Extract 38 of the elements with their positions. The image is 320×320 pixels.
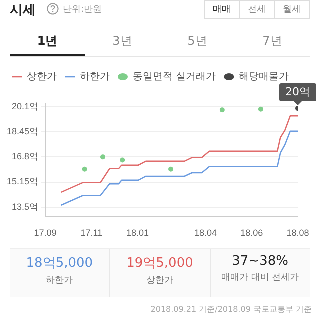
legend-label: 하한가 [80, 72, 110, 83]
legend-label: 해당매물가 [239, 72, 290, 83]
text: 상한가 [145, 275, 174, 287]
text: 2018.09.21 기준/2018.09 국토교통부 기준 [150, 304, 312, 315]
y-tick-label: 15.15억 [6, 176, 39, 187]
text: 하한가 [45, 275, 74, 287]
point [220, 108, 225, 113]
legend-label: 동일면적 실거래가 [133, 72, 216, 83]
x-tick-label: 17.11 [80, 228, 103, 238]
text: 1년 [10, 28, 85, 56]
y-tick-label: 20.1억 [12, 102, 39, 112]
x-tick-label: 17.09 [34, 228, 57, 238]
text: 5년 [186, 33, 208, 50]
y-tick-label: 18.45억 [6, 126, 39, 137]
chart-subtitle: 단위:만원 [63, 4, 102, 16]
point [82, 166, 88, 172]
point [168, 166, 174, 172]
point [100, 154, 106, 160]
legend-label: 상한가 [27, 72, 57, 83]
text: 월세 [274, 0, 310, 19]
x-tick-label: 18.01 [126, 228, 150, 238]
text: 7년 [262, 33, 284, 50]
text: 전세 [239, 0, 275, 19]
category-label: 18억5,000 [25, 255, 94, 272]
x-tick-label: 18.08 [286, 228, 310, 238]
category-label: 19억5,000 [126, 255, 194, 272]
text: 매매 [204, 0, 240, 19]
text: 매매가 대비 전세가 [220, 272, 300, 284]
y-tick-label: 16.8억 [12, 152, 39, 162]
point [258, 106, 264, 112]
data-label: 20억 [286, 85, 310, 98]
y-tick-label: 13.5억 [12, 202, 39, 212]
chart-title: 시세 [10, 2, 36, 19]
x-tick-label: 18.04 [194, 228, 218, 238]
x-tick-label: 18.06 [240, 228, 264, 238]
point [120, 158, 126, 163]
text: 3년 [112, 33, 134, 50]
category-label: 37~38% [231, 254, 290, 269]
